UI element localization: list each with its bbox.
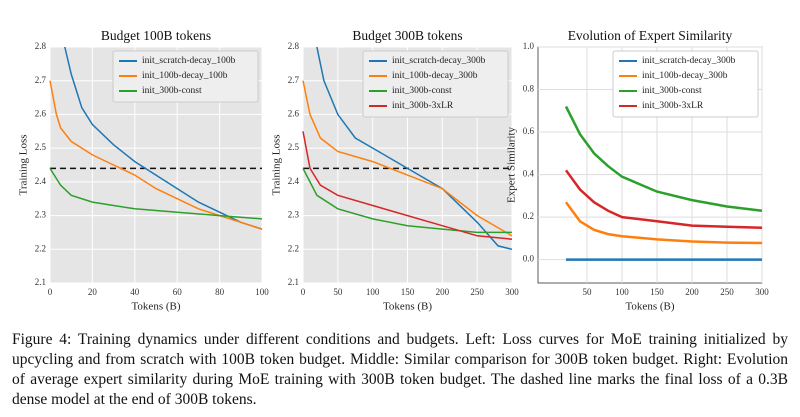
x-tick-label: 200 <box>436 287 450 297</box>
x-tick-label: 250 <box>470 287 484 297</box>
x-tick-label: 60 <box>173 287 183 297</box>
legend-label: init_scratch-decay_300b <box>642 56 736 66</box>
y-axis-label: Expert Similarity <box>506 126 518 203</box>
legend-label: init_scratch-decay_300b <box>392 56 486 66</box>
y-tick-label: 2.8 <box>35 41 47 51</box>
x-tick-label: 20 <box>88 287 98 297</box>
legend-label: init_100b-decay_300b <box>392 71 478 81</box>
legend-label: init_scratch-decay_100b <box>142 56 236 66</box>
legend-box <box>362 50 509 118</box>
x-tick-label: 40 <box>130 287 140 297</box>
x-tick-label: 150 <box>401 287 415 297</box>
y-tick-label: 2.7 <box>35 75 47 85</box>
y-tick-label: 2.2 <box>288 243 299 253</box>
y-tick-label: 0.6 <box>523 126 535 136</box>
series-line <box>49 167 263 220</box>
y-tick-label: 2.5 <box>35 142 47 152</box>
x-axis-label: Tokens (B) <box>131 301 180 313</box>
series-line <box>64 46 263 230</box>
x-tick-label: 100 <box>255 287 269 297</box>
y-axis-label: Training Loss <box>271 134 283 195</box>
chart-title: Budget 300B tokens <box>352 28 462 43</box>
y-tick-label: 2.2 <box>35 243 46 253</box>
legend-label: init_300b-3xLR <box>642 101 704 111</box>
series-line <box>302 131 513 240</box>
x-tick-label: 300 <box>505 287 519 297</box>
series-line <box>302 80 513 237</box>
y-tick-label: 2.1 <box>288 277 299 287</box>
y-tick-label: 2.6 <box>288 108 300 118</box>
y-tick-label: 0.2 <box>523 211 534 221</box>
x-tick-label: 80 <box>215 287 225 297</box>
y-tick-label: 2.1 <box>35 277 46 287</box>
y-tick-label: 2.6 <box>35 108 47 118</box>
x-axis-label: Tokens (B) <box>383 301 432 313</box>
chart-title: Evolution of Expert Similarity <box>568 28 733 43</box>
x-tick-label: 100 <box>615 287 629 297</box>
x-tick-label: 0 <box>48 287 53 297</box>
x-tick-label: 100 <box>366 287 380 297</box>
y-tick-label: 2.3 <box>35 210 47 220</box>
legend-label: init_100b-decay_300b <box>642 71 728 81</box>
x-axis-label: Tokens (B) <box>625 301 674 313</box>
x-tick-label: 250 <box>720 287 734 297</box>
y-tick-label: 0.0 <box>523 254 535 264</box>
y-tick-label: 1.0 <box>523 41 535 51</box>
legend-label: init_300b-const <box>642 86 702 96</box>
series-line <box>564 169 763 229</box>
y-tick-label: 2.8 <box>288 41 300 51</box>
caption: Figure 4: Training dynamics under differ… <box>12 331 788 408</box>
series-line <box>316 46 513 251</box>
y-tick-label: 0.8 <box>523 84 535 94</box>
x-tick-label: 50 <box>583 287 593 297</box>
legend-box <box>112 50 259 103</box>
legend-label: init_300b-3xLR <box>392 101 454 111</box>
x-tick-label: 0 <box>301 287 306 297</box>
x-tick-label: 300 <box>755 287 769 297</box>
legend-label: init_300b-const <box>142 86 202 96</box>
y-tick-label: 0.4 <box>523 169 535 179</box>
y-tick-label: 2.7 <box>288 75 300 85</box>
y-tick-label: 2.3 <box>288 210 300 220</box>
y-tick-label: 2.5 <box>288 142 300 152</box>
x-tick-label: 200 <box>685 287 699 297</box>
figure: 2.1 2.2 2.3 2.4 2.5 2.6 2.7 2.8 0 20 40 60 80 100 init… <box>18 28 770 313</box>
y-tick-label: 2.4 <box>35 176 47 186</box>
y-tick-label: 2.4 <box>288 176 300 186</box>
y-axis-label: Training Loss <box>18 134 30 195</box>
series-line <box>564 201 763 245</box>
legend-label: init_300b-const <box>392 86 452 96</box>
chart-title: Budget 100B tokens <box>101 28 211 43</box>
series-line <box>302 168 512 234</box>
x-tick-label: 150 <box>650 287 664 297</box>
legend-box <box>612 50 759 118</box>
x-tick-label: 50 <box>333 287 343 297</box>
legend-label: init_100b-decay_100b <box>142 71 228 81</box>
series-line <box>564 105 763 212</box>
